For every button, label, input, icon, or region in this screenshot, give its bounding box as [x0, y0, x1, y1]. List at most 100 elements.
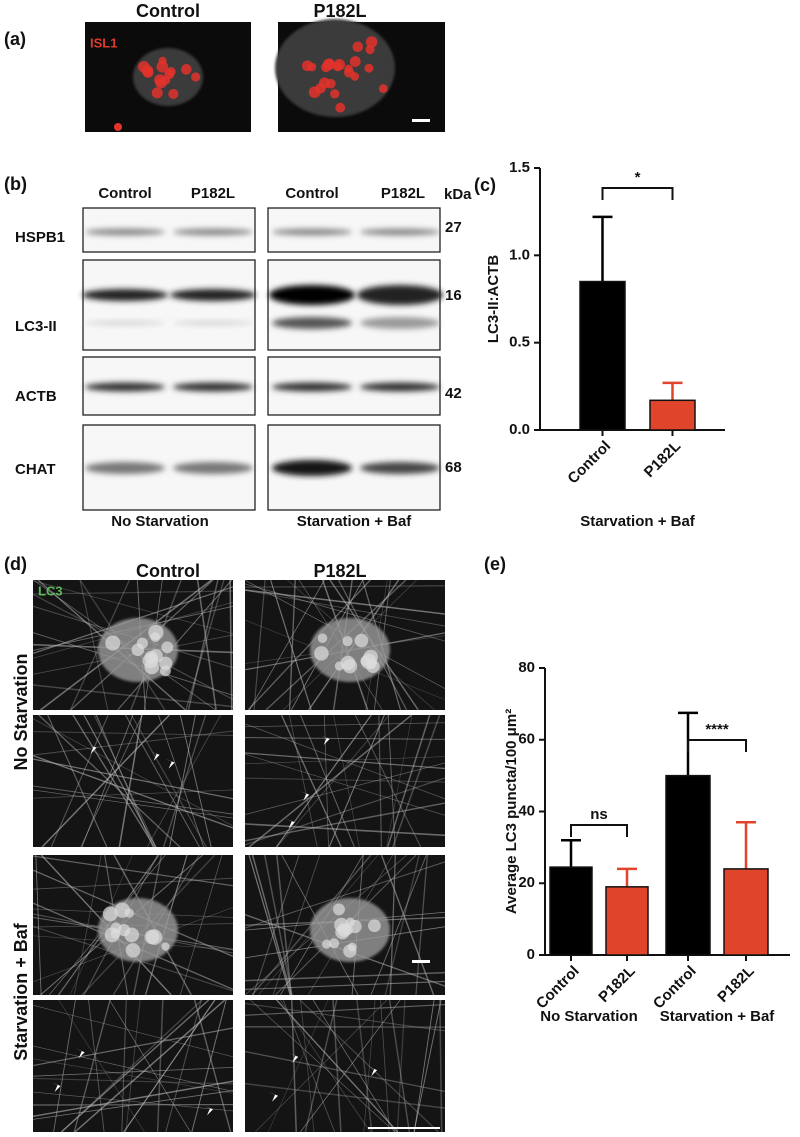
- neurite: [413, 999, 442, 1133]
- row-label: CHAT: [15, 461, 56, 478]
- bar: [665, 774, 711, 956]
- neurite: [244, 1050, 446, 1093]
- soma-cell: [340, 655, 356, 671]
- neurite: [125, 714, 200, 848]
- neurite: [47, 714, 108, 848]
- panel-label: (e): [484, 554, 506, 574]
- neurite: [244, 583, 446, 642]
- neurite: [244, 737, 446, 740]
- band: [360, 317, 440, 329]
- column-header: Control: [136, 561, 200, 581]
- soma-cell: [314, 646, 329, 661]
- neurite: [95, 714, 154, 848]
- band: [173, 462, 253, 474]
- significance-bracket: [687, 739, 747, 752]
- neurite: [380, 999, 390, 1133]
- neurite: [32, 754, 234, 829]
- neurite: [118, 714, 143, 848]
- neurite: [125, 999, 141, 1133]
- neurite: [282, 999, 336, 1133]
- x-tick-label: Control: [650, 963, 700, 1013]
- band: [82, 289, 168, 301]
- band: [85, 382, 165, 392]
- arrowhead: [319, 735, 330, 746]
- neurite: [378, 714, 383, 848]
- cell: [151, 87, 163, 99]
- neurite: [244, 802, 446, 842]
- band: [269, 285, 355, 305]
- neurite: [244, 861, 446, 929]
- y-tick-label: 0.0: [509, 421, 530, 438]
- neurite: [251, 854, 293, 996]
- kda-value: 68: [445, 459, 462, 476]
- neurite: [248, 854, 291, 996]
- band: [360, 462, 440, 474]
- neurite: [276, 714, 390, 848]
- row-label: HSPB1: [15, 229, 65, 246]
- y-axis-label: LC3-II:ACTB: [485, 255, 502, 343]
- neurite: [146, 714, 222, 848]
- neurite: [79, 579, 109, 711]
- neurite: [300, 714, 355, 848]
- significance-bracket: [601, 187, 674, 200]
- soma-cell: [161, 641, 174, 654]
- neurite: [72, 714, 156, 848]
- soma-cell: [131, 643, 145, 657]
- kda-value: 16: [445, 287, 462, 304]
- y-tick-label: 40: [518, 802, 535, 819]
- cell: [349, 56, 361, 67]
- neurite: [370, 854, 427, 996]
- cell: [364, 63, 374, 73]
- y-tick-label: 60: [518, 731, 535, 748]
- neurite: [312, 999, 396, 1133]
- neurite: [415, 854, 429, 996]
- soma-cell: [368, 919, 381, 933]
- y-axis-label: Average LC3 puncta/100 μm²: [503, 709, 520, 914]
- cell: [141, 65, 154, 77]
- soma-cell: [160, 665, 171, 677]
- arrowhead: [268, 1091, 279, 1102]
- band: [85, 321, 165, 325]
- soma-cell: [347, 942, 357, 952]
- cells: [114, 19, 395, 131]
- cell: [156, 60, 169, 73]
- neurite: [363, 999, 376, 1133]
- neurite: [244, 1003, 446, 1016]
- neurite: [165, 999, 202, 1133]
- neurite: [244, 980, 446, 990]
- neurite: [244, 585, 446, 588]
- neurite: [32, 1045, 234, 1092]
- neurite: [32, 580, 234, 635]
- cell: [181, 64, 192, 75]
- cell: [350, 72, 360, 81]
- stain-label: ISL1: [90, 35, 117, 50]
- row-label: ACTB: [15, 388, 57, 405]
- y-tick-label: 80: [518, 659, 535, 676]
- neurite: [32, 789, 234, 799]
- neurite: [324, 714, 329, 848]
- x-tick-label: P182L: [714, 963, 757, 1006]
- neurite: [244, 777, 446, 846]
- neurite: [248, 579, 325, 711]
- band: [360, 382, 440, 392]
- neurite: [354, 714, 422, 848]
- neurite: [386, 714, 413, 848]
- group-label: Starvation + Baf: [660, 1008, 776, 1025]
- band: [85, 462, 165, 474]
- neurite: [180, 854, 223, 996]
- neurite: [279, 999, 371, 1133]
- neurite: [32, 1058, 234, 1094]
- micrograph: [33, 715, 233, 847]
- lane-header: Control: [98, 185, 151, 202]
- arrowhead: [288, 1052, 299, 1063]
- soma-cell: [124, 927, 140, 943]
- neurite: [158, 714, 205, 848]
- x-tick-label: P182L: [641, 438, 684, 481]
- neurite: [389, 854, 396, 996]
- neurite: [244, 1003, 446, 1032]
- neurite: [263, 854, 293, 996]
- neurite: [333, 714, 360, 848]
- lane-header: Control: [285, 185, 338, 202]
- micrographs: [32, 579, 446, 1133]
- micrograph: [245, 715, 445, 847]
